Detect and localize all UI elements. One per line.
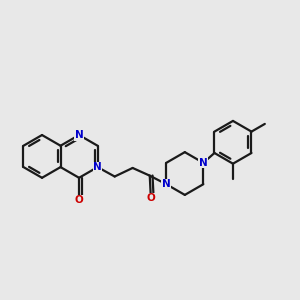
Text: N: N — [162, 179, 171, 189]
Text: O: O — [75, 196, 83, 206]
Text: N: N — [75, 130, 83, 140]
Text: N: N — [93, 162, 102, 172]
Text: O: O — [146, 193, 155, 203]
Text: N: N — [199, 158, 208, 168]
